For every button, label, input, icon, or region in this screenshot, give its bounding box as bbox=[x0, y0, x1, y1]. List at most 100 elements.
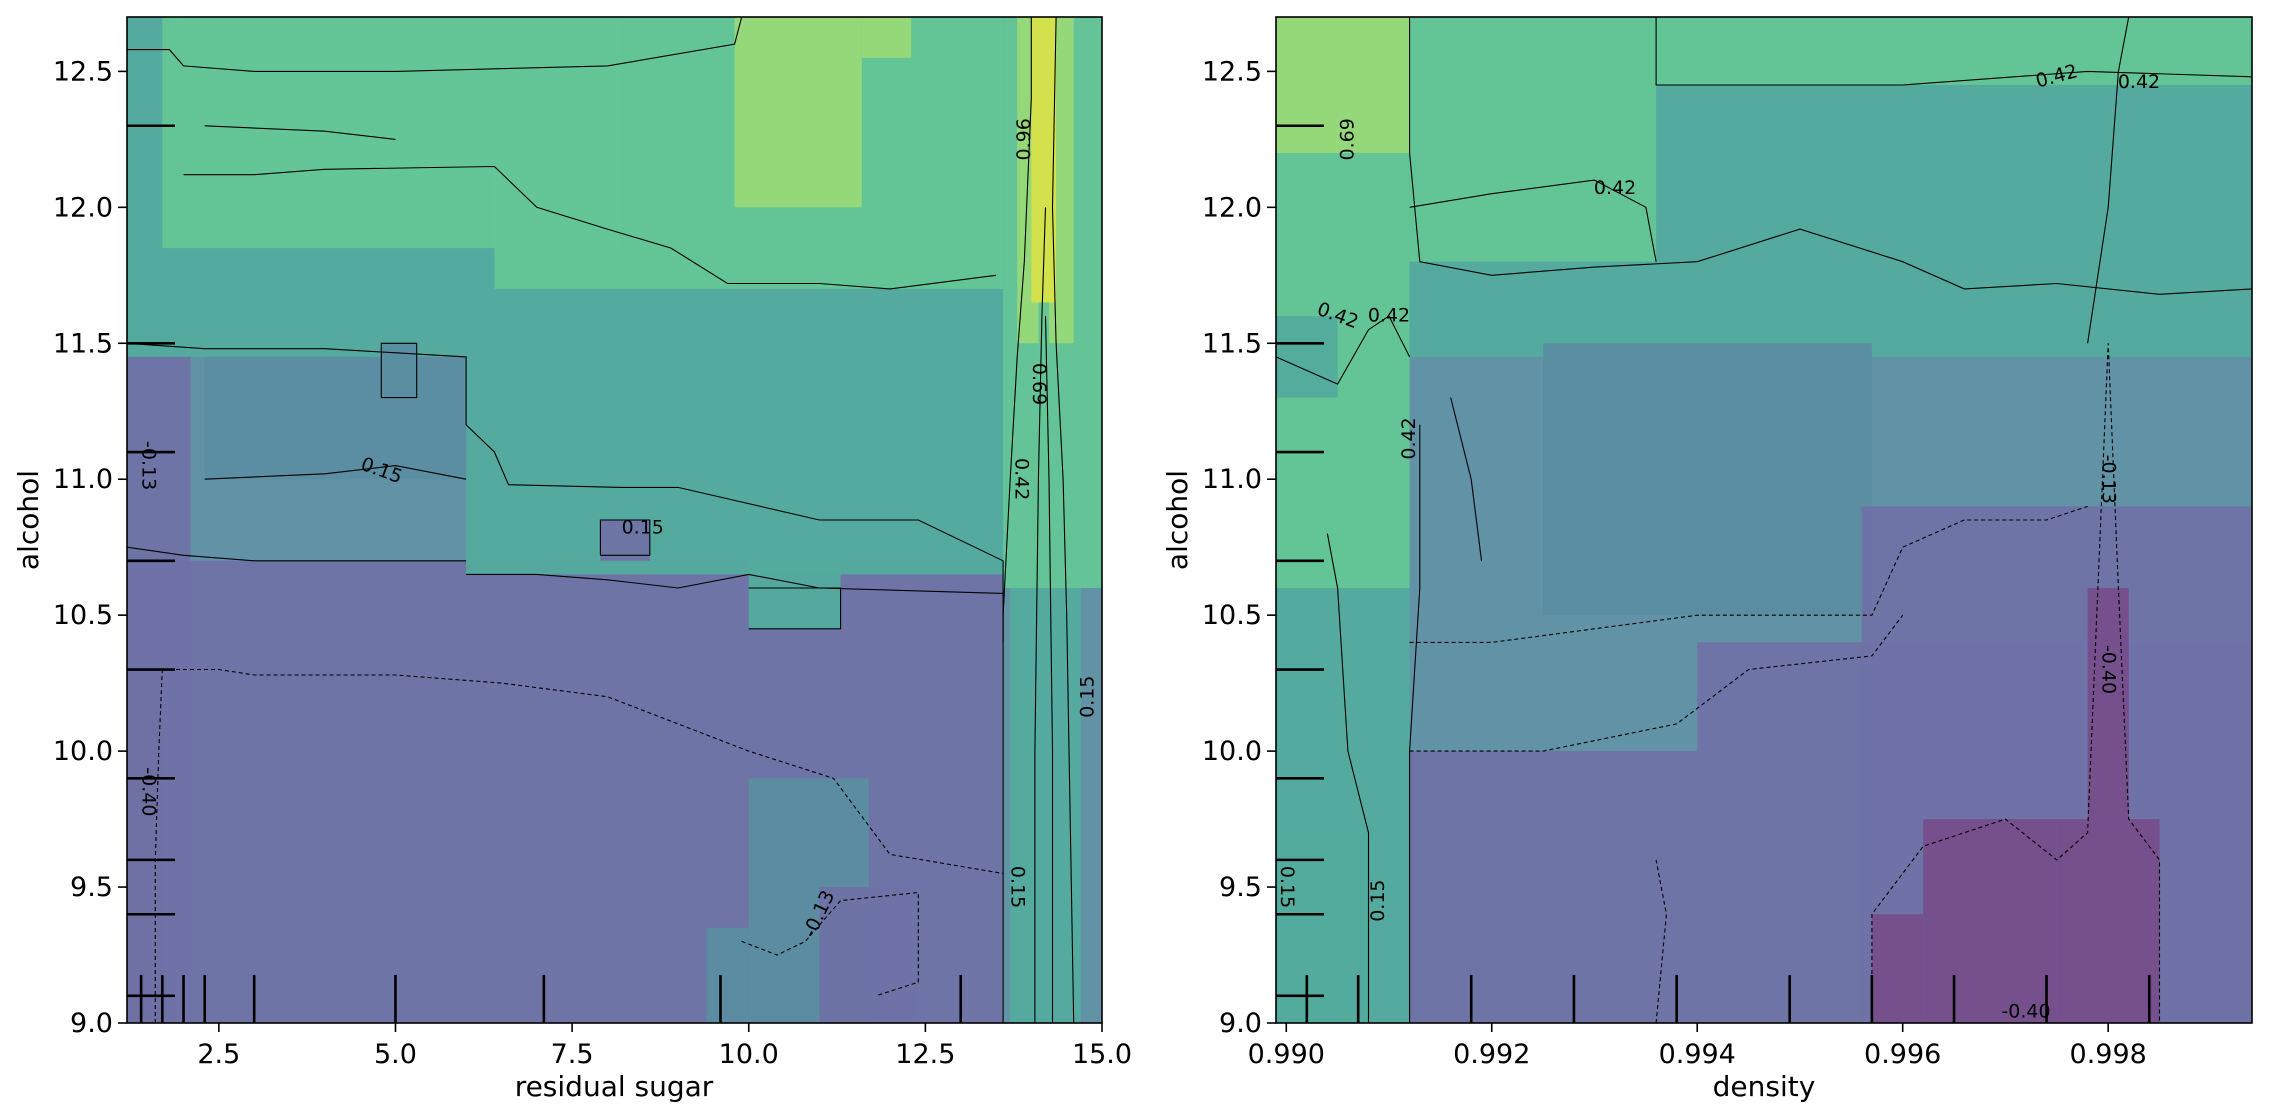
contour-region bbox=[1409, 17, 1657, 262]
contour-label: 0.42 bbox=[1594, 177, 1636, 199]
contour-label: 0.15 bbox=[1276, 866, 1298, 908]
x-tick-label: 5.0 bbox=[374, 1039, 417, 1070]
contour-line bbox=[2087, 17, 2130, 344]
contour-region bbox=[748, 560, 841, 629]
contour-label: -0.40 bbox=[138, 767, 160, 816]
contour-line bbox=[154, 669, 163, 1023]
contour-line bbox=[380, 342, 418, 399]
contour-line bbox=[1002, 17, 1032, 1023]
y-tick-label: 9.5 bbox=[1219, 872, 1262, 903]
contour-region bbox=[2087, 587, 2129, 820]
contour-label: 0.42 bbox=[2118, 71, 2160, 93]
contour-label: 0.42 bbox=[1368, 305, 1410, 327]
x-tick-label: 0.996 bbox=[1864, 1039, 1941, 1070]
x-ticks-residual-sugar: 2.5 5.0 7.5 10.0 12.5 15.0 bbox=[197, 1023, 1132, 1070]
contour-label: 0.96 bbox=[1013, 118, 1035, 160]
x-tick-label: 0.994 bbox=[1659, 1039, 1736, 1070]
contour-label: 0.42 bbox=[1398, 417, 1420, 459]
contour-line bbox=[599, 519, 651, 556]
contour-region bbox=[381, 343, 417, 398]
contour-region bbox=[1871, 914, 1924, 1023]
contour-line bbox=[1034, 207, 1047, 1023]
contour-region bbox=[466, 356, 1004, 575]
x-tick-label: 7.5 bbox=[551, 1039, 594, 1070]
y-axis-label: alcohol bbox=[1161, 470, 1194, 570]
contour-line bbox=[127, 546, 467, 562]
x-tick-label: 0.990 bbox=[1248, 1039, 1325, 1070]
y-tick-label: 12.5 bbox=[53, 56, 113, 87]
x-tick-label: 2.5 bbox=[197, 1039, 240, 1070]
y-tick-label: 10.0 bbox=[53, 736, 113, 767]
contour-label: 0.15 bbox=[1007, 866, 1029, 908]
contour-region bbox=[1276, 17, 1410, 153]
contour-line bbox=[1409, 424, 1421, 1023]
y-tick-label: 11.0 bbox=[53, 464, 113, 495]
x-axis-label: residual sugar bbox=[515, 1070, 714, 1103]
y-tick-label: 10.5 bbox=[53, 600, 113, 631]
contour-region bbox=[204, 356, 467, 480]
contour-line bbox=[1276, 315, 1411, 385]
contour-region bbox=[2056, 819, 2160, 1023]
contour-line bbox=[1871, 343, 2161, 1023]
plot-area-residual-sugar bbox=[127, 17, 1102, 1023]
contour-region bbox=[600, 520, 650, 561]
contour-region bbox=[183, 17, 495, 175]
contour-line bbox=[183, 165, 997, 290]
contour-region bbox=[1276, 316, 1338, 398]
contour-region bbox=[861, 17, 912, 58]
y-tick-label: 12.0 bbox=[1202, 192, 1262, 223]
contour-region bbox=[1276, 832, 1369, 1023]
contour-label: 0.15 bbox=[1076, 676, 1098, 718]
contour-region bbox=[819, 887, 919, 1023]
plot-area-density bbox=[1276, 17, 2252, 1023]
x-ticks-density: 0.990 0.992 0.994 0.996 0.998 bbox=[1248, 1023, 2147, 1070]
contour-label: 0.69 bbox=[1336, 118, 1358, 160]
contour-region bbox=[1923, 819, 2057, 1023]
contour-line bbox=[204, 125, 396, 140]
contour-line bbox=[1655, 859, 1667, 1023]
contour-line bbox=[1051, 17, 1075, 1023]
contour-region bbox=[1038, 302, 1050, 480]
contour-region bbox=[1010, 587, 1081, 1023]
contour-region bbox=[1543, 343, 1872, 616]
panel-density: 0.690.420.42 0.420.42 0.420.42-0.13-0.400.… bbox=[1161, 16, 2253, 1103]
contour-label: -0.13 bbox=[138, 441, 160, 490]
y-tick-label: 11.0 bbox=[1202, 464, 1262, 495]
panel-residual-sugar: 0.960.690.420.150.150.150.15-0.13-0.13-0… bbox=[12, 16, 1132, 1103]
contour-label: -0.40 bbox=[2001, 1001, 2050, 1023]
y-tick-label: 9.0 bbox=[1219, 1008, 1262, 1039]
contour-line bbox=[1409, 505, 2088, 643]
contour-label: 0.15 bbox=[1367, 879, 1389, 921]
contour-line bbox=[1409, 179, 1657, 262]
y-tick-label: 11.5 bbox=[53, 328, 113, 359]
contour-line bbox=[1326, 533, 1370, 1023]
contour-line bbox=[748, 587, 842, 630]
y-tick-label: 10.0 bbox=[1202, 736, 1262, 767]
contour-line bbox=[1409, 614, 1904, 752]
contour-line bbox=[204, 465, 467, 480]
y-axis-label: alcohol bbox=[12, 470, 45, 570]
x-tick-label: 0.998 bbox=[2070, 1039, 2147, 1070]
contour-line bbox=[127, 17, 743, 72]
contour-region bbox=[1409, 751, 1698, 1023]
x-tick-label: 0.992 bbox=[1453, 1039, 1530, 1070]
y-ticks-residual-sugar: 9.0 9.5 10.0 10.5 11.0 11.5 12.0 12.5 bbox=[53, 56, 127, 1039]
contour-region bbox=[706, 927, 749, 1023]
contour-line bbox=[741, 891, 919, 997]
contour-line bbox=[1044, 316, 1054, 1023]
y-tick-label: 12.5 bbox=[1202, 56, 1262, 87]
contour-region bbox=[1656, 17, 2252, 85]
contour-line bbox=[127, 342, 1004, 643]
x-tick-label: 12.5 bbox=[895, 1039, 955, 1070]
contour-line bbox=[1409, 17, 2252, 295]
y-tick-label: 11.5 bbox=[1202, 328, 1262, 359]
y-tick-label: 9.0 bbox=[70, 1008, 113, 1039]
contour-label: -0.40 bbox=[2098, 645, 2120, 694]
y-tick-label: 9.5 bbox=[70, 872, 113, 903]
contour-region bbox=[734, 17, 862, 208]
x-axis-label: density bbox=[1713, 1070, 1816, 1103]
contour-label: 0.42 bbox=[1010, 458, 1032, 500]
y-tick-label: 10.5 bbox=[1202, 600, 1262, 631]
contour-label: -0.13 bbox=[2098, 455, 2120, 504]
